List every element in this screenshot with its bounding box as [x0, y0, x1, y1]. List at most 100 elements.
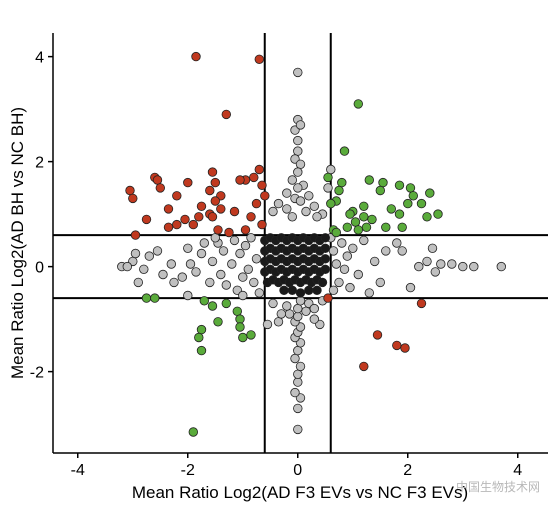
data-point-gray — [301, 206, 311, 217]
data-point-gray — [158, 269, 168, 280]
data-point-gray — [273, 198, 284, 209]
data-point-red — [125, 185, 135, 196]
data-point-gray — [290, 387, 300, 398]
data-point-gray — [240, 240, 251, 251]
y-axis-title: Mean Ratio Log2(AD BH vs NC BH) — [8, 107, 27, 379]
data-point-gray — [238, 290, 248, 301]
data-point-green — [342, 222, 353, 233]
data-point-gray — [295, 196, 306, 206]
data-point-gray — [282, 188, 292, 198]
watermark: 中国生物技术网 — [456, 479, 540, 494]
x-tick-label: -2 — [181, 462, 195, 479]
data-point-green — [213, 317, 223, 327]
data-point-red — [196, 201, 207, 212]
data-point-gray — [185, 259, 196, 269]
data-point-gray — [295, 120, 306, 130]
data-point-green — [394, 180, 405, 191]
data-point-gray — [422, 256, 432, 267]
data-point-gray — [392, 238, 402, 248]
data-point-red — [235, 175, 245, 185]
data-point-gray — [218, 246, 229, 256]
data-point-green — [221, 298, 232, 309]
data-point-gray — [177, 272, 188, 282]
data-point-green — [235, 322, 245, 332]
data-point-gray — [469, 261, 479, 272]
data-point-green — [196, 345, 207, 356]
data-point-gray — [227, 259, 237, 269]
data-point-red — [216, 204, 226, 214]
data-point-gray — [183, 290, 193, 301]
data-point-gray — [293, 146, 303, 156]
data-point-gray — [348, 243, 358, 254]
data-point-red — [141, 214, 152, 225]
data-point-green — [353, 99, 364, 109]
data-point-green — [246, 330, 256, 340]
data-point-gray — [133, 277, 144, 288]
data-point-black — [295, 288, 306, 298]
data-point-gray — [238, 272, 248, 282]
data-point-red — [183, 177, 193, 188]
data-point-red — [323, 293, 333, 303]
y-axis-ticks: -2 0 2 4 — [30, 50, 53, 382]
data-point-gray — [304, 191, 314, 201]
data-point-black — [279, 285, 289, 296]
data-point-green — [416, 198, 427, 209]
data-point-gray — [293, 67, 303, 78]
data-point-gray — [246, 233, 256, 243]
data-point-gray — [183, 243, 193, 254]
data-point-gray — [309, 314, 320, 324]
data-point-gray — [458, 261, 468, 272]
data-point-black — [317, 277, 328, 288]
data-point-gray — [312, 212, 322, 222]
data-point-red — [240, 225, 251, 235]
data-point-green — [397, 222, 407, 233]
data-point-green — [364, 175, 375, 185]
data-point-green — [238, 332, 248, 343]
data-point-green — [196, 324, 207, 335]
data-point-gray — [254, 288, 264, 298]
data-point-red — [163, 204, 174, 214]
data-point-gray — [196, 248, 207, 259]
data-point-green — [207, 301, 218, 311]
data-point-red — [372, 330, 383, 340]
data-point-red — [152, 175, 163, 185]
data-point-red — [229, 206, 240, 217]
data-point-red — [246, 212, 256, 222]
data-point-gray — [207, 256, 218, 267]
data-point-green — [375, 185, 386, 196]
data-point-black — [287, 285, 298, 296]
data-point-gray — [287, 212, 298, 222]
data-point-green — [378, 177, 388, 188]
data-point-green — [141, 293, 152, 303]
data-point-gray — [276, 309, 287, 319]
plot-frame — [52, 33, 548, 454]
data-point-green — [350, 217, 361, 227]
data-point-gray — [359, 235, 369, 246]
data-point-gray — [295, 361, 306, 372]
data-point-gray — [249, 277, 259, 288]
data-point-green — [334, 185, 344, 196]
data-point-green — [359, 201, 369, 212]
data-point-red — [180, 214, 190, 225]
data-point-green — [386, 204, 397, 214]
data-point-green — [361, 222, 372, 233]
y-tick-label: 0 — [35, 260, 44, 277]
data-point-red — [260, 191, 270, 201]
data-point-gray — [337, 238, 347, 248]
data-point-green — [337, 177, 347, 188]
data-point-gray — [166, 259, 177, 269]
data-point-gray — [221, 280, 232, 290]
data-point-gray — [331, 259, 342, 269]
data-point-gray — [293, 183, 303, 193]
data-point-gray — [375, 277, 386, 288]
data-point-gray — [293, 311, 303, 322]
data-point-red — [188, 219, 199, 230]
data-point-green — [345, 209, 355, 219]
data-point-red — [155, 183, 166, 193]
data-point-gray — [284, 309, 295, 319]
data-point-green — [194, 332, 204, 343]
data-point-gray — [293, 424, 303, 435]
data-point-green — [394, 209, 405, 219]
data-point-gray — [345, 282, 355, 293]
